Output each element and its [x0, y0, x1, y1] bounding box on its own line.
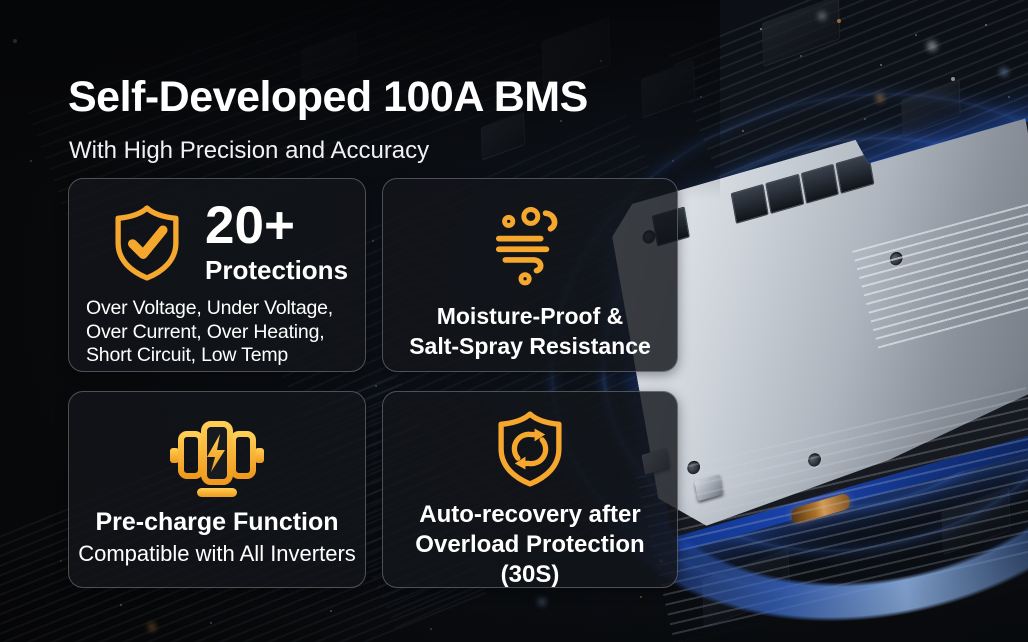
protections-line: Over Current, Over Heating,	[86, 320, 325, 343]
protections-header: 20+ Protections	[69, 179, 365, 286]
protections-label: Protections	[205, 255, 349, 285]
auto-recovery-line: (30S)	[500, 561, 560, 588]
protections-line: Short Circuit, Low Temp	[86, 344, 289, 366]
page-title: Self-Developed 100A BMS	[68, 72, 588, 121]
precharge-title: Pre-charge Function	[95, 508, 339, 536]
battery-lightning-icon	[167, 412, 267, 500]
moisture-title: Moisture-Proof & Salt-Spray Resistance	[409, 301, 651, 361]
protections-list: Over Voltage, Under Voltage, Over Curren…	[69, 297, 365, 368]
shield-recovery-icon	[492, 409, 568, 489]
page-subtitle: With High Precision and Accuracy	[69, 137, 430, 164]
auto-recovery-line: Overload Protection	[415, 531, 645, 558]
wind-moisture-icon	[489, 205, 571, 287]
auto-recovery-title: Auto-recovery after Overload Protection …	[415, 500, 644, 590]
auto-recovery-line: Auto-recovery after	[419, 501, 641, 528]
precharge-subtitle: Compatible with All Inverters	[78, 541, 356, 566]
card-precharge: Pre-charge Function Compatible with All …	[68, 391, 366, 588]
protections-heading: 20+ Protections	[205, 199, 348, 286]
top-shade	[0, 0, 720, 200]
moisture-title-line: Salt-Spray Resistance	[409, 333, 651, 359]
protections-count: 20+	[205, 196, 295, 255]
moisture-title-line: Moisture-Proof &	[436, 303, 624, 329]
shield-check-icon	[109, 204, 185, 282]
card-protections: 20+ Protections Over Voltage, Under Volt…	[68, 178, 366, 372]
card-auto-recovery: Auto-recovery after Overload Protection …	[382, 391, 678, 588]
protections-line: Over Voltage, Under Voltage,	[86, 297, 333, 319]
card-moisture-proof: Moisture-Proof & Salt-Spray Resistance	[382, 178, 678, 372]
